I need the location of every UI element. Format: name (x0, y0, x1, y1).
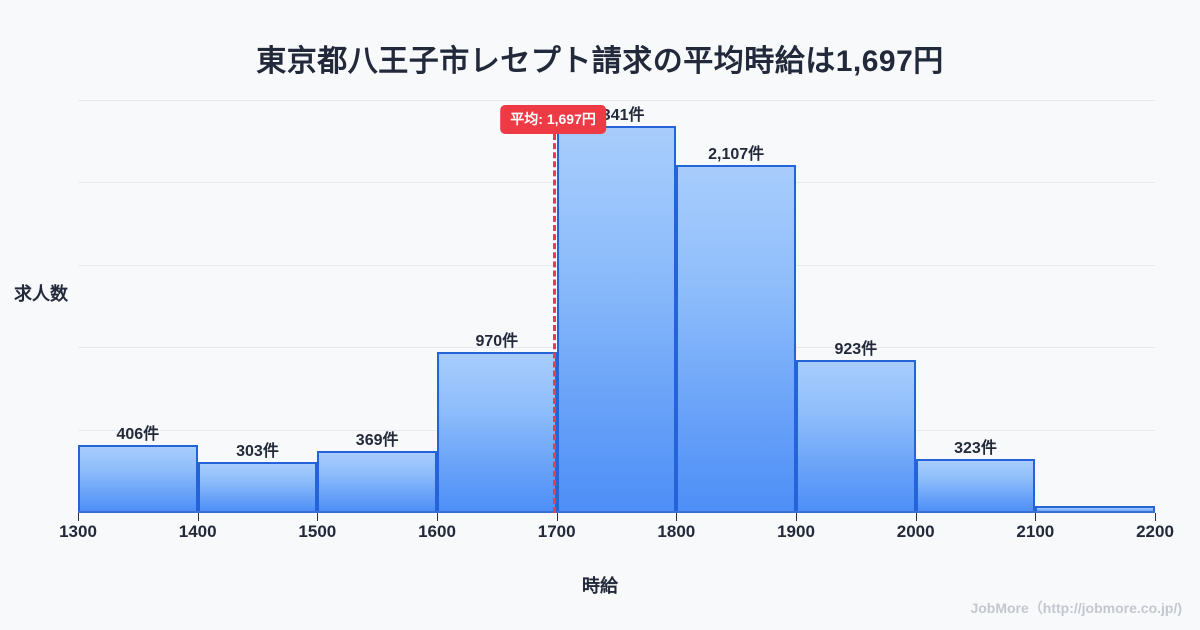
histogram-bar (78, 445, 198, 512)
x-tick-label: 2000 (896, 522, 935, 541)
histogram-bar (437, 352, 557, 512)
x-tick-mark (197, 513, 199, 521)
watermark: JobMore（http://jobmore.co.jp/) (970, 600, 1182, 616)
bar-value-label: 923件 (834, 340, 878, 358)
x-tick-mark (556, 513, 558, 521)
gridline (78, 100, 1155, 101)
bar-value-label: 323件 (954, 439, 997, 457)
bar-value-label: 2,107件 (708, 145, 765, 163)
x-tick-mark (317, 513, 319, 521)
x-axis-line (78, 511, 1155, 513)
y-axis-title: 求人数 (14, 284, 68, 304)
bar-value-label: 970件 (475, 333, 519, 351)
x-tick-label: 1700 (537, 522, 576, 541)
plot-area (78, 100, 1155, 512)
page-title: 東京都八王子市レセプト請求の平均時給は1,697円 (256, 45, 944, 78)
x-tick-label: 1800 (657, 522, 696, 541)
x-tick-mark (676, 513, 678, 521)
mean-badge: 平均: 1,697円 (500, 105, 606, 134)
histogram-bar (317, 451, 437, 512)
x-tick-label: 1300 (59, 522, 97, 541)
mean-line (553, 134, 557, 513)
x-tick-mark (915, 513, 917, 521)
x-tick-label: 1400 (178, 522, 217, 541)
histogram-bar (556, 126, 677, 512)
x-tick-label: 1900 (777, 522, 815, 541)
x-tick-label: 2100 (1016, 522, 1055, 541)
x-tick-mark (796, 513, 797, 521)
x-tick-mark (1155, 513, 1156, 521)
x-tick-label: 1600 (418, 522, 456, 541)
bar-value-label: 303件 (236, 443, 279, 461)
histogram-bar (915, 458, 1036, 512)
x-tick-mark (1035, 513, 1037, 521)
x-tick-mark (78, 513, 79, 521)
x-tick-label: 1500 (298, 522, 337, 541)
histogram-bar (676, 164, 796, 512)
histogram-bar (1035, 506, 1155, 512)
x-tick-label: 2200 (1136, 522, 1174, 541)
histogram-bar (796, 359, 916, 512)
x-axis-title: 時給 (582, 576, 618, 596)
bar-value-label: 369件 (355, 432, 399, 450)
bar-value-label: 406件 (116, 426, 160, 444)
x-tick-mark (437, 513, 438, 521)
histogram-bar (197, 462, 318, 512)
